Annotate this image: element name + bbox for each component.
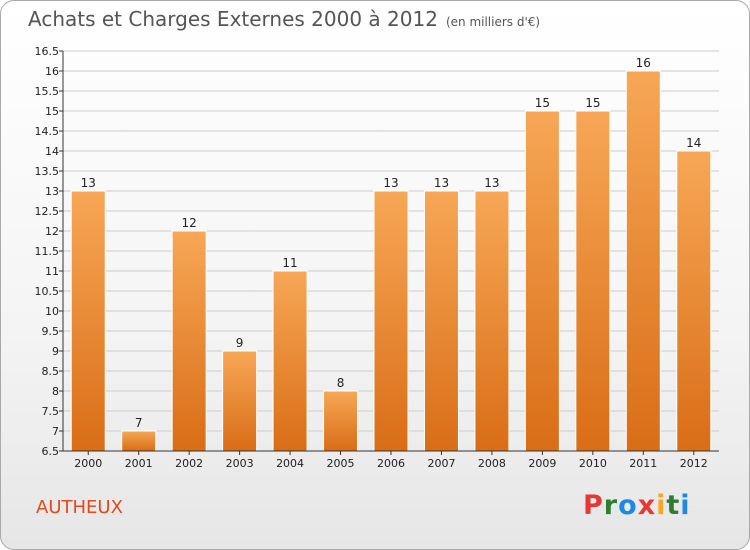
data-label: 12 bbox=[182, 216, 197, 230]
y-tick-label: 10.5 bbox=[35, 285, 60, 298]
bar-2000 bbox=[70, 190, 106, 452]
logo-letter: P bbox=[583, 490, 604, 521]
y-tick-label: 14.5 bbox=[35, 125, 60, 138]
bar-2002 bbox=[171, 230, 207, 452]
data-label: 13 bbox=[434, 176, 449, 190]
logo-letter: r bbox=[603, 490, 619, 521]
data-label: 13 bbox=[81, 176, 96, 190]
y-tick-label: 14 bbox=[45, 145, 59, 158]
data-label: 11 bbox=[282, 256, 297, 270]
y-tick-label: 13 bbox=[45, 185, 59, 198]
data-label: 15 bbox=[535, 96, 550, 110]
data-label: 13 bbox=[383, 176, 398, 190]
x-tick-label: 2006 bbox=[377, 457, 405, 470]
bar-2001 bbox=[121, 430, 157, 452]
bar-2010 bbox=[575, 110, 611, 452]
x-tick-label: 2010 bbox=[579, 457, 607, 470]
bar-2011 bbox=[625, 70, 661, 452]
x-tick-label: 2000 bbox=[74, 457, 102, 470]
x-tick-label: 2007 bbox=[427, 457, 455, 470]
x-tick-label: 2012 bbox=[680, 457, 708, 470]
logo-letter: t bbox=[666, 490, 681, 521]
data-label: 13 bbox=[484, 176, 499, 190]
y-tick-label: 7 bbox=[52, 425, 59, 438]
proxiti-logo[interactable]: Proxiti bbox=[583, 490, 691, 521]
x-tick-label: 2001 bbox=[125, 457, 153, 470]
data-label: 16 bbox=[636, 56, 651, 70]
data-label: 14 bbox=[686, 136, 701, 150]
bar-2007 bbox=[423, 190, 459, 452]
y-tick-label: 12.5 bbox=[35, 205, 60, 218]
bar-2003 bbox=[222, 350, 258, 452]
y-tick-label: 16 bbox=[45, 65, 59, 78]
y-tick-label: 11.5 bbox=[35, 245, 60, 258]
y-tick-label: 15 bbox=[45, 105, 59, 118]
y-tick-label: 6.5 bbox=[42, 445, 60, 458]
bar-2009 bbox=[524, 110, 560, 452]
x-tick-label: 2008 bbox=[478, 457, 506, 470]
y-tick-label: 9 bbox=[52, 345, 59, 358]
y-tick-label: 9.5 bbox=[42, 325, 60, 338]
logo-letter: i bbox=[680, 490, 691, 521]
x-tick-label: 2009 bbox=[528, 457, 556, 470]
y-tick-label: 13.5 bbox=[35, 165, 60, 178]
logo-letter: x bbox=[637, 490, 657, 521]
x-tick-label: 2002 bbox=[175, 457, 203, 470]
commune-name: AUTHEUX bbox=[36, 497, 123, 518]
y-tick-label: 8 bbox=[52, 385, 59, 398]
y-tick-label: 7.5 bbox=[42, 405, 60, 418]
data-label: 9 bbox=[236, 336, 244, 350]
data-label: 7 bbox=[135, 416, 143, 430]
bar-2012 bbox=[676, 150, 712, 452]
logo-letter: o bbox=[618, 490, 638, 521]
x-tick-label: 2004 bbox=[276, 457, 304, 470]
y-tick-label: 16.5 bbox=[35, 45, 60, 58]
y-tick-label: 15.5 bbox=[35, 85, 60, 98]
bar-2004 bbox=[272, 270, 308, 452]
chart-title: Achats et Charges Externes 2000 à 2012 (e… bbox=[28, 7, 540, 31]
y-tick-label: 12 bbox=[45, 225, 59, 238]
y-tick-label: 10 bbox=[45, 305, 59, 318]
data-label: 15 bbox=[585, 96, 600, 110]
x-tick-label: 2005 bbox=[327, 457, 355, 470]
x-tick-label: 2003 bbox=[226, 457, 254, 470]
y-tick-label: 11 bbox=[45, 265, 59, 278]
data-label: 8 bbox=[337, 376, 345, 390]
x-tick-label: 2011 bbox=[629, 457, 657, 470]
bar-2008 bbox=[474, 190, 510, 452]
bar-2006 bbox=[373, 190, 409, 452]
chart-title-text: Achats et Charges Externes 2000 à 2012 bbox=[28, 7, 438, 31]
logo-letter: i bbox=[656, 490, 667, 521]
y-tick-label: 8.5 bbox=[42, 365, 60, 378]
bar-2005 bbox=[323, 390, 359, 452]
chart-unit: (en milliers d'€) bbox=[445, 15, 541, 29]
